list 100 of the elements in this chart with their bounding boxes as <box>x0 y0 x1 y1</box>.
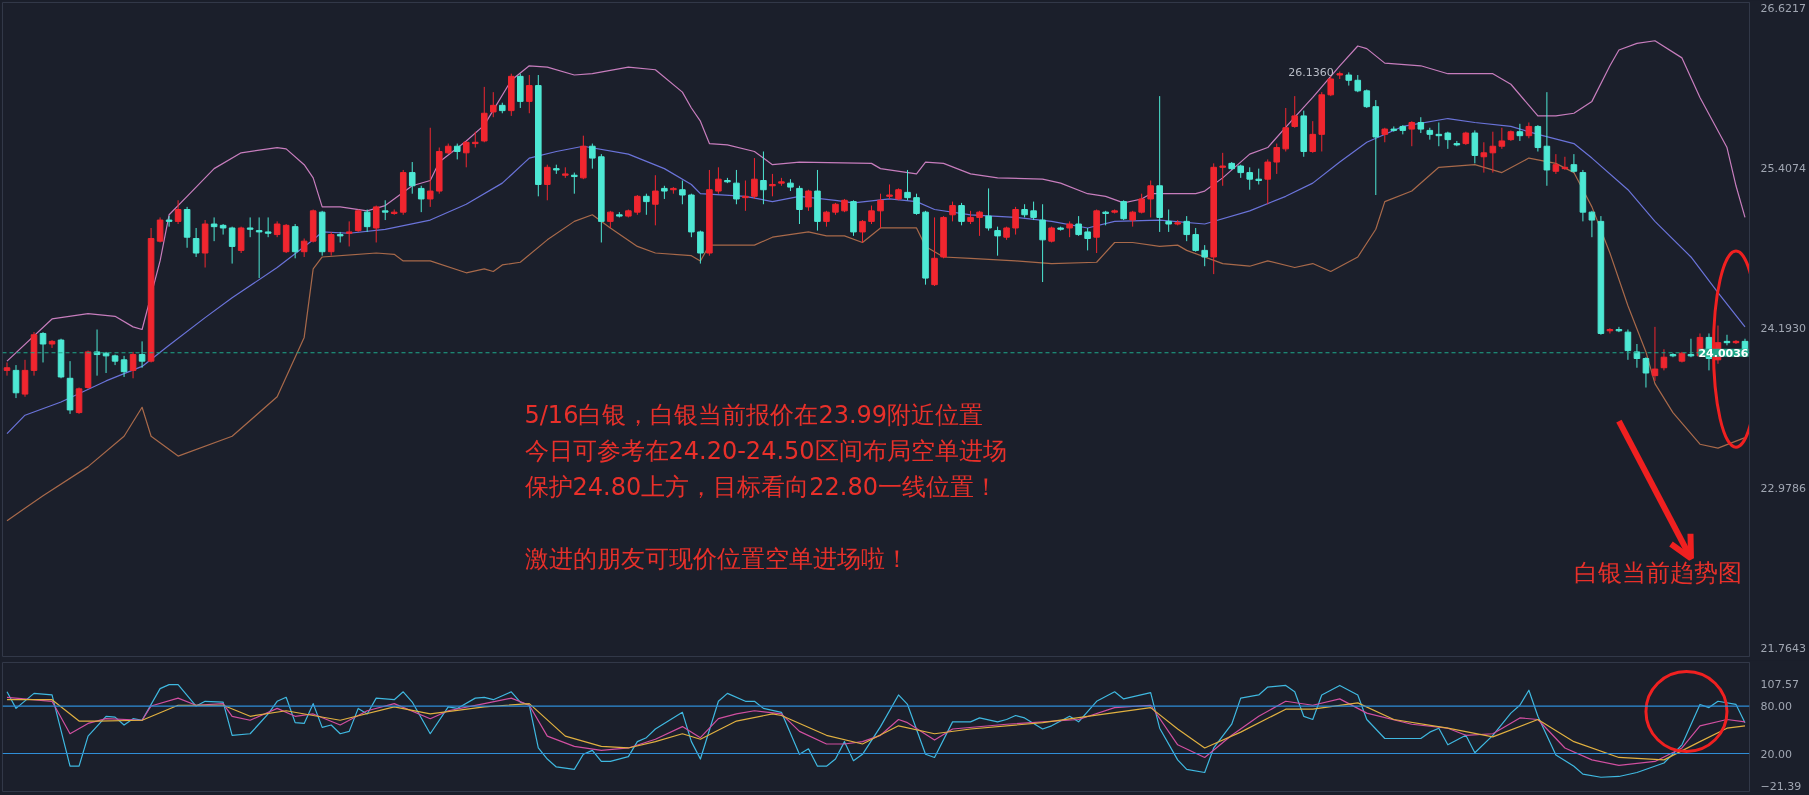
candlestick <box>1642 356 1650 389</box>
candlestick <box>1039 203 1046 283</box>
candlestick <box>408 161 416 195</box>
candlestick <box>1561 156 1569 171</box>
candlestick <box>417 185 425 213</box>
text: 白银当前趋势图 <box>1573 558 1742 587</box>
candlestick <box>3 361 11 377</box>
candlestick <box>1552 153 1560 175</box>
line-series <box>6 157 1746 522</box>
candlestick <box>1408 120 1416 147</box>
candlestick <box>138 340 146 369</box>
line-series <box>6 117 1746 435</box>
candlestick <box>120 355 128 378</box>
y-tick-label: −21.39 <box>1760 780 1802 794</box>
candlestick <box>174 199 182 225</box>
candlestick <box>1327 75 1335 97</box>
candlestick <box>976 210 983 237</box>
candlestick <box>264 216 272 238</box>
candlestick <box>381 199 389 221</box>
candlestick <box>372 205 380 243</box>
candlestick <box>1273 143 1281 175</box>
y-tick-label: 26.6217 <box>1760 1 1806 15</box>
y-tick-label: 25.4074 <box>1760 161 1806 175</box>
line-series <box>6 684 1746 778</box>
candlestick <box>1075 215 1082 237</box>
candlestick <box>715 166 722 195</box>
candlestick <box>1498 127 1506 150</box>
candlestick <box>733 169 740 205</box>
candlestick <box>1570 153 1578 174</box>
candlestick <box>697 230 704 265</box>
candlestick <box>796 185 803 225</box>
candlestick <box>48 339 56 349</box>
candlestick <box>1201 244 1208 267</box>
candlestick <box>1624 329 1632 361</box>
candlestick <box>129 351 137 379</box>
candlestick <box>219 223 227 236</box>
y-tick-label: 24.1930 <box>1760 321 1806 335</box>
y-tick-label: 80.00 <box>1760 700 1792 714</box>
candlestick <box>156 216 164 243</box>
candlestick <box>1030 201 1037 221</box>
candlestick <box>958 202 965 226</box>
candlestick <box>1489 131 1497 174</box>
candlestick <box>1192 227 1199 253</box>
candlestick <box>1516 123 1524 142</box>
candlestick <box>904 169 911 201</box>
candlestick <box>489 91 497 118</box>
candlestick <box>1651 326 1659 382</box>
candlestick <box>643 193 650 216</box>
annotation: 激进的朋友可现价位置空单进场啦！ <box>524 544 909 573</box>
candlestick <box>1183 215 1190 242</box>
candlestick <box>1480 141 1488 174</box>
candlestick <box>652 174 659 226</box>
annotation: 5/16白银，白银当前报价在23.99附近位置 <box>524 400 984 429</box>
candlestick <box>39 331 47 363</box>
candlestick <box>751 157 758 200</box>
candlestick <box>913 193 920 216</box>
candlestick <box>1543 91 1551 187</box>
candlestick <box>1606 327 1614 334</box>
ref-line-label: 24.0036 <box>1698 346 1749 360</box>
candlestick <box>363 209 371 233</box>
candlestick <box>634 194 641 216</box>
candlestick <box>1120 199 1127 221</box>
candlestick <box>1219 152 1226 187</box>
y-tick-label: 107.57 <box>1760 678 1799 692</box>
candlestick <box>544 164 551 201</box>
candlestick <box>1084 227 1091 251</box>
candlestick <box>769 173 776 197</box>
candlestick <box>165 215 173 228</box>
candlestick <box>868 205 875 225</box>
candlestick <box>1246 166 1254 191</box>
candlestick <box>462 140 470 168</box>
candlestick <box>210 216 218 242</box>
candlestick <box>1012 206 1019 236</box>
candlestick <box>255 216 263 279</box>
candlestick <box>102 351 110 374</box>
candlestick <box>1147 180 1154 218</box>
annotation: 保护24.80上方，目标看向22.80一线位置！ <box>524 472 998 501</box>
candlestick <box>742 180 749 212</box>
candlestick <box>327 231 335 257</box>
candlestick <box>1534 124 1542 152</box>
candlestick <box>300 238 308 258</box>
candlestick <box>1282 107 1290 152</box>
candlestick <box>21 359 29 398</box>
y-tick-label: 20.00 <box>1760 747 1792 761</box>
candlestick <box>1264 158 1272 205</box>
candlestick <box>75 387 83 415</box>
candlestick <box>526 74 533 114</box>
annotation: 今日可参考在24.20-24.50区间布局空单进场 <box>524 436 1007 465</box>
candlestick <box>985 187 992 232</box>
line-series <box>6 40 1746 362</box>
candlestick <box>589 143 596 170</box>
candlestick <box>246 216 254 238</box>
candlestick <box>1588 210 1596 238</box>
candlestick <box>12 364 20 399</box>
candlestick <box>228 226 236 265</box>
candlestick <box>345 220 353 247</box>
annotation: 26.1360 <box>1288 65 1334 79</box>
candlestick <box>760 151 767 205</box>
candlestick <box>877 193 884 229</box>
candlestick <box>1165 209 1172 233</box>
